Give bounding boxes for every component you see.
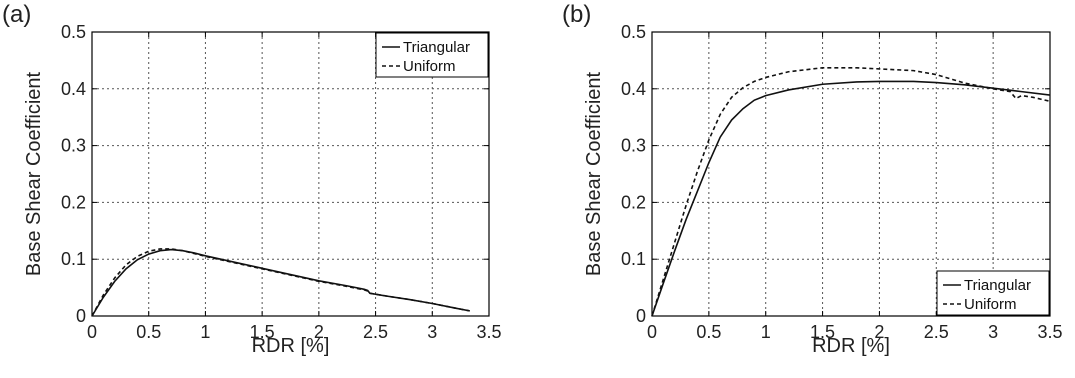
panel-a: 0 0.5 1 1.5 2 2.5 3 3.5 0 0.1 0.2 0.3 0.4 0.5 RDR [%] B… [2,1,502,357]
x-tick-label: 2.5 [924,322,949,342]
y-tick-label: 0.4 [621,79,646,99]
x-tick-label: 1 [761,322,771,342]
x-tick-label: 2.5 [363,322,388,342]
plot-frame [91,31,490,317]
legend-box [936,270,1050,316]
legend-label: Triangular [403,39,470,56]
y-tick-label: 0.5 [621,22,646,42]
x-tick-label: 0 [647,322,657,342]
legend-label: Uniform [403,58,456,75]
panel-b: 0 0.5 1 1.5 2 2.5 3 3.5 0 0.1 0.2 0.3 0.4 0.5 RDR [%] B… [562,1,1063,357]
x-tick-label: 3.5 [476,322,501,342]
x-tick-label: 1.5 [250,322,275,342]
y-axis-label: Base Shear Coefficient [23,71,45,276]
x-tick-label: 1 [200,322,210,342]
x-axis-label: RDR [%] [812,335,890,357]
x-tick-label: 2 [314,322,324,342]
panel-tag: (a) [2,1,31,28]
x-tick-label: 0.5 [136,322,161,342]
legend-box [375,32,489,78]
y-tick-label: 0 [636,306,646,326]
series-line-triangular [651,80,1051,317]
x-tick-label: 1.5 [810,322,835,342]
series-line-uniform [91,248,470,317]
x-tick-label: 2 [874,322,884,342]
legend-label: Uniform [964,296,1017,313]
y-tick-label: 0 [76,306,86,326]
y-tick-label: 0.4 [61,79,86,99]
y-tick-label: 0.2 [621,192,646,212]
y-tick-label: 0.3 [61,136,86,156]
y-tick-label: 0.5 [61,22,86,42]
y-tick-label: 0.2 [61,192,86,212]
x-tick-label: 0.5 [696,322,721,342]
y-tick-label: 0.1 [621,249,646,269]
y-tick-label: 0.1 [61,249,86,269]
x-tick-label: 3 [988,322,998,342]
legend: Triangular Uniform [936,270,1050,316]
legend: Triangular Uniform [375,32,489,78]
x-axis-label: RDR [%] [252,335,330,357]
x-tick-label: 3 [427,322,437,342]
x-tick-label: 3.5 [1037,322,1062,342]
legend-label: Triangular [964,277,1031,294]
plot-frame [651,31,1051,317]
x-tick-label: 0 [87,322,97,342]
y-axis-label: Base Shear Coefficient [583,71,605,276]
y-tick-label: 0.3 [621,136,646,156]
panel-tag: (b) [562,1,591,28]
